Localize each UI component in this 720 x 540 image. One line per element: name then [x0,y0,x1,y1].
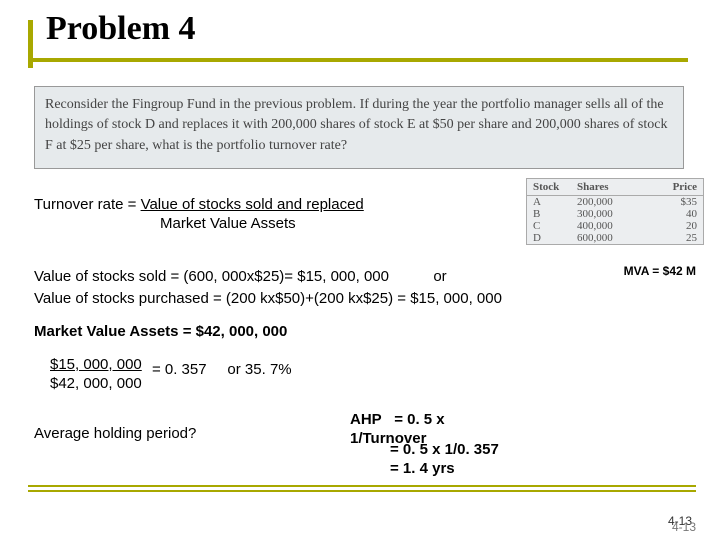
value-purchased-line: Value of stocks purchased = (200 kx$50)+… [34,290,502,309]
th-shares: Shares [577,181,653,193]
problem-statement-scan: Reconsider the Fingroup Fund in the prev… [34,86,684,169]
fraction-calc: $15, 000, 000 $42, 000, 000 = 0. 357 or … [34,342,502,394]
bottom-rule [28,485,696,492]
ahp-section: Average holding period? AHP = 0. 5 x 1/T… [34,411,502,459]
th-price: Price [653,181,697,193]
ahp-question: Average holding period? [34,425,196,444]
slide-title: Problem 4 [22,10,720,48]
th-stock: Stock [533,181,577,193]
turnover-formula: Turnover rate = Value of stocks sold and… [34,196,502,234]
mva-note: MVA = $42 M [624,264,696,278]
table-row: B 300,000 40 [527,208,703,220]
table-row: C 400,000 20 [527,220,703,232]
problem-text: Reconsider the Fingroup Fund in the prev… [45,97,667,153]
table-row: D 600,000 25 [527,232,703,244]
solution-body: Turnover rate = Value of stocks sold and… [34,196,502,459]
table-header: Stock Shares Price [527,179,703,196]
table-row: A 200,000 $35 [527,196,703,208]
page-number-shadow: 4-13 [672,520,696,534]
title-accent-horizontal [28,58,688,62]
mva-line: Market Value Assets = $42, 000, 000 [34,323,502,342]
ahp-eq2: = 0. 5 x 1/0. 357 = 1. 4 yrs [390,441,502,479]
or-label: or [433,268,446,285]
value-sold-line: Value of stocks sold = (600, 000x$25)= $… [34,268,502,287]
stock-table: Stock Shares Price A 200,000 $35 B 300,0… [526,178,704,245]
